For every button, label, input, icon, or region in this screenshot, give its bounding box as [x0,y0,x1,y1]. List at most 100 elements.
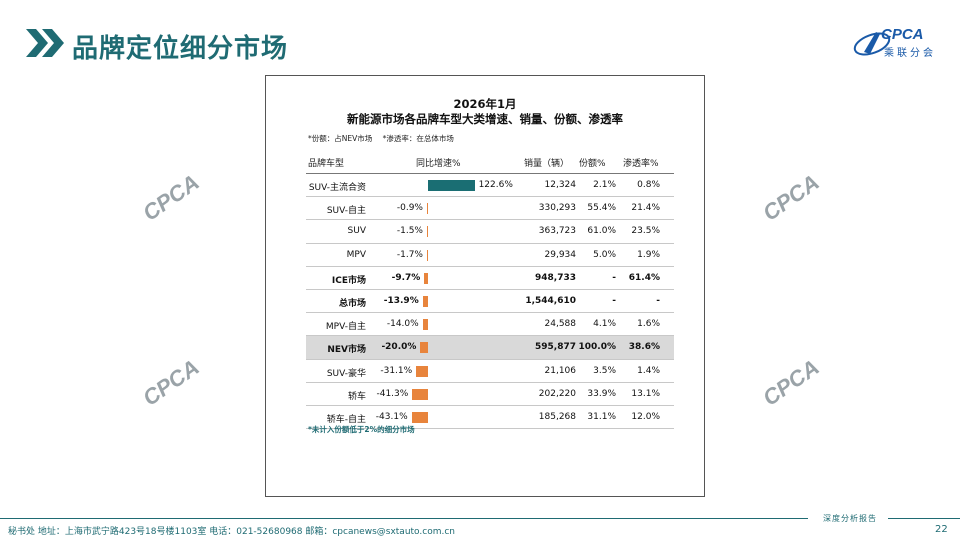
row-share: 61.0% [587,226,616,237]
row-name: 轿车 [347,391,366,402]
growth-bar [422,295,428,307]
data-table: 品牌车型 同比增速% 销量（辆） 份额% 渗透率% SUV-主流合资 122.6%… [306,150,674,430]
table-header: 品牌车型 同比增速% 销量（辆） 份额% 渗透率% [306,150,674,174]
table-row: 轿车-自主 -43.1% 185,268 31.1% 12.0% [306,406,674,430]
page-title: 品牌定位细分市场 [72,34,289,64]
row-name: NEV市场 [327,345,366,356]
row-penetration: 21.4% [631,203,660,214]
cpca-logo-icon [853,32,891,56]
growth-bar [424,272,428,284]
watermark: CPCA [138,354,204,411]
growth-label: -43.1% [375,411,408,422]
growth-bar [412,388,428,400]
header-growth: 同比增速% [416,159,461,169]
growth-label: -0.9% [396,203,423,214]
row-share: - [612,272,616,283]
growth-bar [416,365,428,377]
footer-divider [0,518,808,519]
table-row: ICE市场 -9.7% 948,733 - 61.4% [306,267,674,290]
row-volume: 12,324 [544,180,577,190]
row-penetration: 61.4% [628,272,660,283]
growth-label: -41.3% [376,388,409,399]
row-penetration: 38.6% [628,342,660,353]
row-share: 2.1% [593,180,616,190]
row-volume: 21,106 [544,365,577,376]
growth-bar [428,180,475,191]
chart-panel: 2026年1月 新能源市场各品牌车型大类增速、销量、份额、渗透率 *份额：占NE… [265,75,705,497]
table-body: SUV-主流合资 122.6% 12,324 2.1% 0.8% SUV-自主 -0.9% 3… [306,174,674,430]
table-row: SUV -1.5% 363,723 61.0% 23.5% [306,220,674,244]
table-row: SUV-自主 -0.9% 330,293 55.4% 21.4% [306,197,674,221]
row-volume: 1,544,610 [525,295,576,306]
growth-label: -1.7% [396,249,423,260]
row-volume: 363,723 [538,226,576,237]
row-share: 31.1% [587,411,616,422]
table-row: MPV-自主 -14.0% 24,588 4.1% 1.6% [306,313,674,337]
watermark: CPCA [758,169,824,226]
growth-label: 122.6% [478,180,513,190]
growth-label: -13.9% [383,295,419,306]
row-volume: 24,588 [544,319,577,330]
chart-title-line1: 2026年1月 [453,97,517,111]
table-row: SUV-豪华 -31.1% 21,106 3.5% 1.4% [306,360,674,383]
header-brand: 品牌车型 [308,159,345,169]
growth-bar [427,203,428,215]
header-penetration: 渗透率% [623,159,659,169]
row-volume: 202,220 [538,388,576,399]
row-name: SUV-自主 [326,206,366,217]
chart-footnote: *未计入份额低于2%的细分市场 [308,425,415,434]
footer-tag: 深度分析报告 [823,514,877,523]
row-share: 3.5% [593,365,616,376]
growth-label: -31.1% [380,365,413,376]
growth-bar [427,249,428,261]
growth-bar [422,319,428,331]
row-name: SUV-豪华 [326,368,366,379]
row-penetration: 1.6% [637,319,660,330]
row-volume: 948,733 [535,272,576,283]
page-number: 22 [935,524,948,535]
row-penetration: 0.8% [637,180,660,190]
row-penetration: 23.5% [631,226,660,237]
table-row: SUV-主流合资 122.6% 12,324 2.1% 0.8% [306,174,674,198]
row-share: 4.1% [593,319,616,330]
chevron-right-icon [26,29,64,57]
row-penetration: 13.1% [631,388,660,399]
row-share: 33.9% [587,388,616,399]
row-name: ICE市场 [331,275,366,286]
row-name: MPV-自主 [325,322,366,333]
row-penetration: - [656,295,660,306]
growth-bar [420,342,428,354]
table-row: MPV -1.7% 29,934 5.0% 1.9% [306,244,674,267]
row-share: 55.4% [587,203,616,214]
row-name: SUV [347,226,366,237]
row-penetration: 1.9% [637,249,660,260]
row-name: 总市场 [338,298,366,309]
table-row: NEV市场 -20.0% 595,877 100.0% 38.6% [306,336,674,360]
row-volume: 595,877 [535,342,576,353]
row-penetration: 1.4% [637,365,660,376]
chart-notes: *份额：占NEV市场 *渗透率：在总体市场 [308,133,462,144]
row-volume: 29,934 [544,249,577,260]
logo-text: CPCA [881,26,924,43]
table-row: 总市场 -13.9% 1,544,610 - - [306,290,674,314]
chart-title-line2: 新能源市场各品牌车型大类增速、销量、份额、渗透率 [347,112,623,126]
logo-subtitle: 乘联分会 [884,48,936,59]
row-share: 100.0% [578,342,617,353]
note-penetration: *渗透率：在总体市场 [382,134,454,143]
header-share: 份额% [579,159,606,169]
growth-label: -14.0% [386,319,419,330]
growth-bar [427,226,428,238]
watermark: CPCA [758,354,824,411]
footer-contact: 秘书处 地址：上海市武宁路423号18号楼1103室 电话：021-526809… [8,527,456,537]
row-name: SUV-主流合资 [308,183,366,193]
header-volume: 销量（辆） [524,159,570,169]
row-penetration: 12.0% [631,411,660,422]
row-name: 轿车-自主 [326,414,366,425]
footer-divider [888,518,960,519]
row-volume: 330,293 [538,203,576,214]
row-share: 5.0% [593,249,616,260]
growth-label: -1.5% [396,226,423,237]
growth-bar [411,411,428,423]
watermark: CPCA [138,169,204,226]
row-share: - [612,295,616,306]
